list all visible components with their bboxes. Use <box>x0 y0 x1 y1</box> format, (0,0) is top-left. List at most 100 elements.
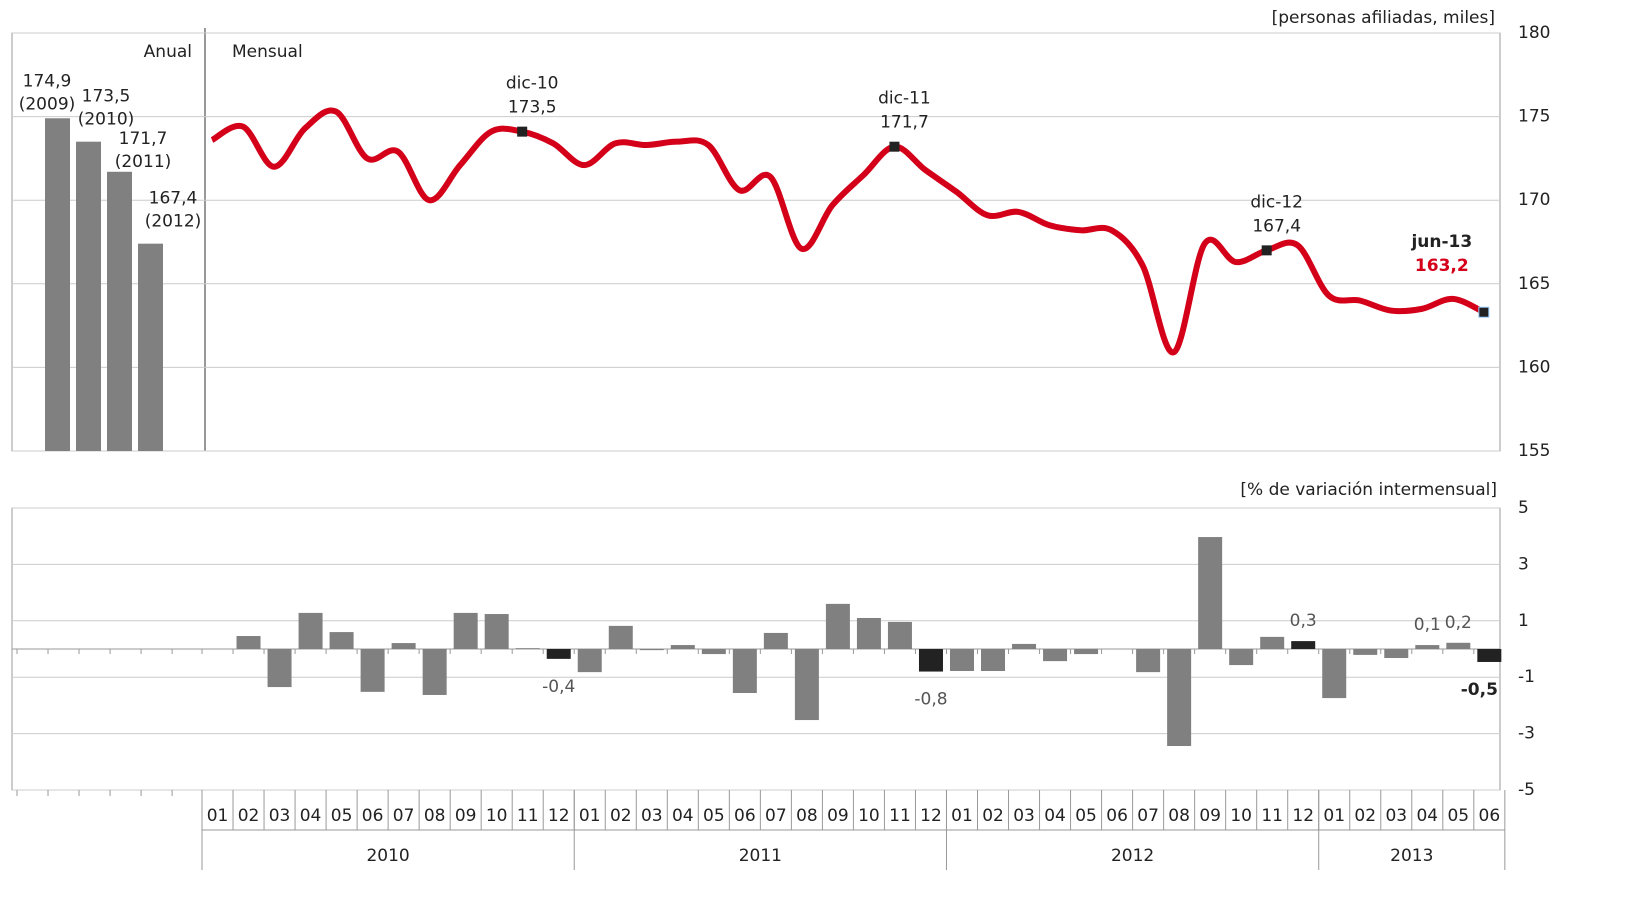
bar <box>1322 649 1347 699</box>
x-tick-label: 06 <box>734 806 756 826</box>
y-tick-label: 5 <box>1518 498 1529 518</box>
x-tick-label: 03 <box>641 806 663 826</box>
x-tick-label: 01 <box>579 806 601 826</box>
bar <box>918 649 943 672</box>
bar <box>732 649 757 693</box>
bar <box>856 617 881 649</box>
x-tick-label: 04 <box>300 806 322 826</box>
bar <box>981 649 1006 671</box>
unit-label: [% de variación intermensual] <box>1240 480 1497 500</box>
group-label: 2013 <box>1390 846 1433 866</box>
y-tick-label: -3 <box>1518 724 1535 744</box>
y-tick-label: 180 <box>1518 23 1550 43</box>
annual-value-label: 171,7 <box>119 129 168 149</box>
x-tick-label: 05 <box>1075 806 1097 826</box>
x-tick-label: 09 <box>455 806 477 826</box>
annual-category-label: (2009) <box>19 94 76 114</box>
y-tick-label: 3 <box>1518 554 1529 574</box>
x-tick-label: 05 <box>703 806 725 826</box>
x-tick-label: 04 <box>1416 806 1438 826</box>
bar <box>1446 642 1471 649</box>
bar <box>453 612 478 649</box>
bar <box>484 614 509 649</box>
x-tick-label: 11 <box>517 806 539 826</box>
bar <box>701 649 726 655</box>
x-tick-label: 10 <box>1230 806 1252 826</box>
y-tick-label: 170 <box>1518 190 1550 210</box>
x-tick-label: 08 <box>1168 806 1190 826</box>
x-tick-label: 05 <box>1447 806 1469 826</box>
bar <box>546 649 571 659</box>
annotation-value: 163,2 <box>1415 256 1469 276</box>
annual-category-label: (2012) <box>145 212 202 232</box>
value-label: 0,3 <box>1290 611 1317 631</box>
bar <box>670 645 695 649</box>
x-tick-label: 04 <box>1044 806 1066 826</box>
x-tick-label: 01 <box>207 806 229 826</box>
marker <box>1478 306 1490 318</box>
x-tick-label: 06 <box>1106 806 1128 826</box>
x-tick-label: 04 <box>672 806 694 826</box>
group-label: 2010 <box>366 846 409 866</box>
annual-bar <box>76 141 101 451</box>
x-tick-label: 12 <box>1292 806 1314 826</box>
bar <box>1415 645 1440 649</box>
value-label: -0,4 <box>542 677 575 697</box>
marker <box>889 141 900 152</box>
marker <box>517 126 528 137</box>
bar <box>360 649 385 692</box>
bar <box>1384 649 1409 659</box>
annual-category-label: (2011) <box>115 152 172 172</box>
x-tick-label: 06 <box>1479 806 1501 826</box>
x-tick-label: 08 <box>424 806 446 826</box>
x-tick-label: 09 <box>1199 806 1221 826</box>
value-label: -0,8 <box>914 690 947 710</box>
x-tick-label: 01 <box>1323 806 1345 826</box>
x-tick-label: 06 <box>362 806 384 826</box>
bar <box>608 625 633 649</box>
bar <box>1291 641 1316 649</box>
x-tick-label: 09 <box>827 806 849 826</box>
x-tick-label: 02 <box>238 806 260 826</box>
bar <box>949 649 974 671</box>
bar <box>329 632 354 649</box>
annual-category-label: (2010) <box>78 110 135 130</box>
group-label: 2011 <box>739 846 782 866</box>
bar <box>1136 649 1161 673</box>
annual-bar <box>138 243 163 451</box>
annual-label: Anual <box>144 42 192 62</box>
x-tick-label: 12 <box>548 806 570 826</box>
x-tick-label: 10 <box>858 806 880 826</box>
annual-value-label: 167,4 <box>149 189 198 209</box>
bar <box>1198 537 1223 649</box>
bar <box>1477 649 1502 662</box>
bar <box>1353 649 1378 655</box>
y-tick-label: 1 <box>1518 611 1529 631</box>
x-tick-label: 05 <box>331 806 353 826</box>
bar <box>1260 636 1285 649</box>
y-tick-label: 165 <box>1518 274 1550 294</box>
annotation-label: dic-11 <box>878 89 931 109</box>
bar <box>298 612 323 649</box>
annotation-value: 167,4 <box>1252 216 1301 236</box>
annotation-value: 171,7 <box>880 113 929 133</box>
bar <box>391 643 416 649</box>
x-tick-label: 10 <box>486 806 508 826</box>
marker <box>1261 245 1272 256</box>
bar <box>825 603 850 649</box>
annotation-label: jun-13 <box>1410 232 1472 252</box>
annotation-label: dic-10 <box>506 74 559 94</box>
bar <box>1167 649 1192 747</box>
annual-value-label: 174,9 <box>23 71 72 91</box>
bar <box>1229 649 1254 666</box>
annotation-label: dic-12 <box>1250 192 1303 212</box>
bar <box>1012 643 1037 649</box>
bar <box>763 632 788 649</box>
top-frame <box>11 32 1501 452</box>
x-tick-label: 11 <box>1261 806 1283 826</box>
x-tick-label: 03 <box>1385 806 1407 826</box>
monthly-label: Mensual <box>232 42 303 62</box>
bar <box>639 649 664 651</box>
bar <box>267 649 292 688</box>
